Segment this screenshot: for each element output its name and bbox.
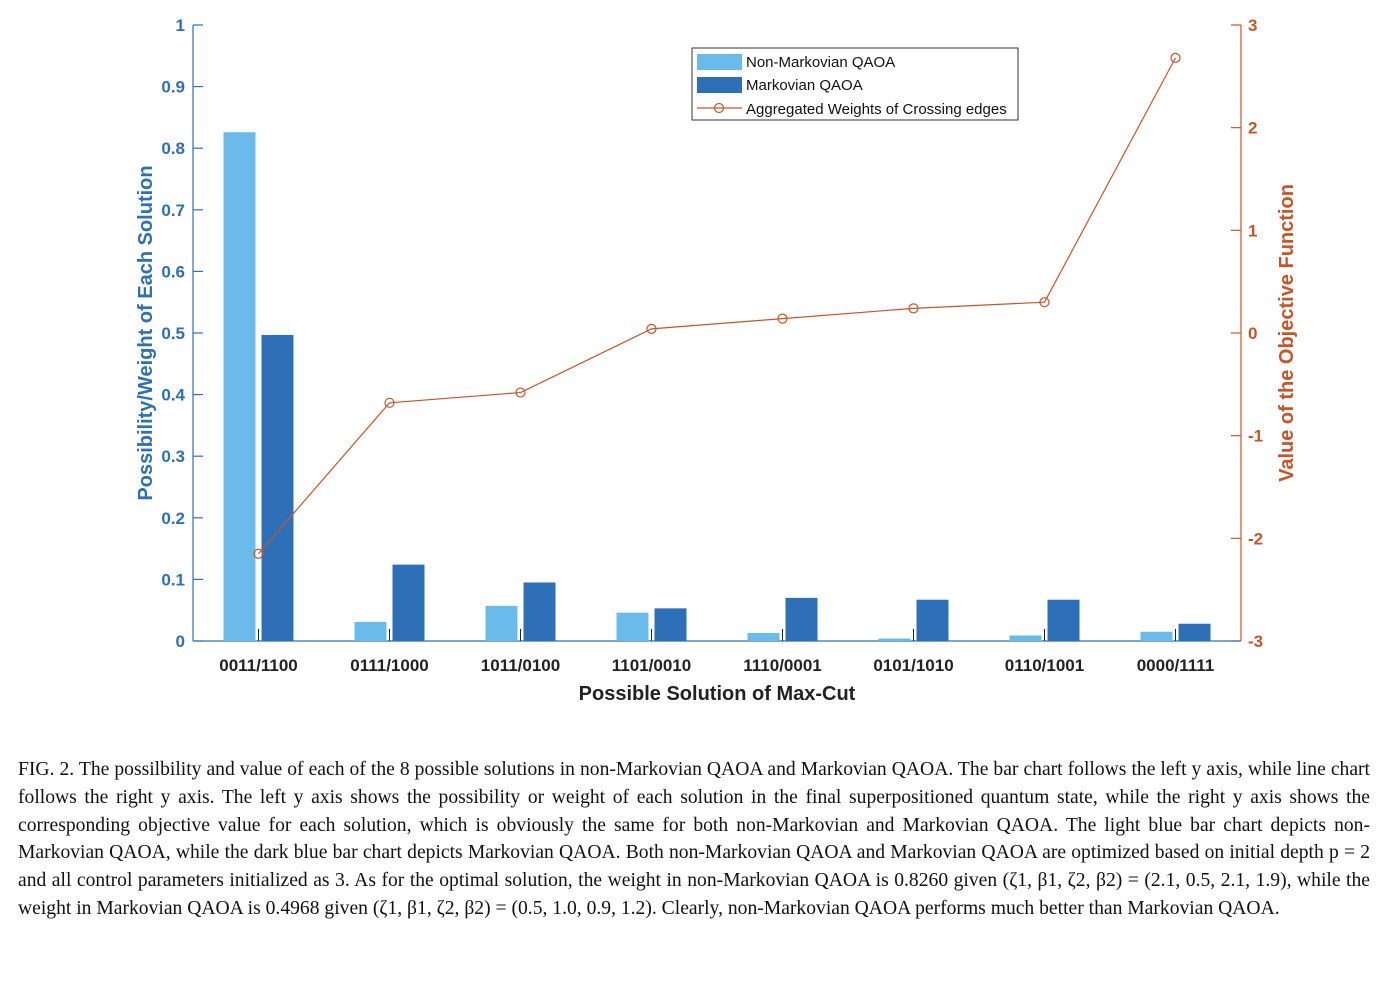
left-tick-label: 0.4	[161, 386, 185, 405]
left-tick-label: 0.5	[161, 324, 185, 343]
bar-non-markovian	[1009, 635, 1042, 641]
left-tick-label: 0.7	[161, 201, 185, 220]
line-point	[777, 313, 788, 324]
x-tick-label: 0110/1001	[1005, 656, 1084, 675]
legend-label-non-markovian: Non-Markovian QAOA	[746, 54, 895, 71]
bar-non-markovian	[616, 612, 649, 641]
x-tick-label: 0000/1111	[1137, 656, 1215, 675]
x-tick-label: 0011/1100	[219, 656, 297, 675]
bar-markovian	[261, 334, 294, 641]
bar-non-markovian	[747, 632, 780, 641]
bar-markovian	[1047, 599, 1080, 641]
objective-line	[258, 57, 1177, 555]
legend-marker-circle	[713, 102, 725, 114]
x-tick-label: 0111/1000	[350, 656, 428, 675]
legend-box	[691, 47, 1019, 121]
line-point	[253, 548, 264, 559]
bar-markovian	[523, 582, 556, 641]
legend-swatch-markovian	[697, 77, 742, 93]
x-tick-label: 0101/1010	[873, 656, 953, 675]
combo-chart: 0 0.1 0.2 0.3 0.4 0.5 0.6 0.7 0.8 0.9 1 -3 -2 -1 0 1 2 3…	[135, 16, 1298, 705]
line-point	[515, 387, 526, 398]
bar-markovian	[1178, 623, 1211, 641]
left-y-axis: 0 0.1 0.2 0.3 0.4 0.5 0.6 0.7 0.8 0.9 1	[161, 16, 203, 651]
legend-label-aggregated-weights: Aggregated Weights of Crossing edges	[746, 101, 1007, 118]
line-point	[646, 323, 657, 334]
line-point	[908, 303, 919, 314]
right-tick-label: 0	[1248, 324, 1257, 343]
x-tick-label: 1110/0001	[743, 656, 821, 675]
line-point	[1170, 52, 1181, 63]
legend: Non-Markovian QAOA Markovian QAOA Aggreg…	[691, 47, 1019, 121]
right-y-axis-title: Value of the Objective Function	[1276, 184, 1298, 482]
line-point	[384, 397, 395, 408]
right-y-axis: -3 -2 -1 0 1 2 3	[1231, 16, 1263, 651]
left-tick-label: 0	[176, 632, 185, 651]
left-tick-label: 0.6	[161, 262, 185, 281]
bar-non-markovian	[878, 638, 911, 641]
bar-markovian	[392, 564, 425, 641]
left-tick-label: 0.2	[161, 509, 185, 528]
bar-markovian	[785, 597, 818, 641]
x-tick-label: 1101/0010	[612, 656, 691, 675]
bar-non-markovian	[223, 132, 256, 641]
bar-markovian	[916, 599, 949, 641]
line-point	[1039, 297, 1050, 308]
x-axis-title: Possible Solution of Max-Cut	[579, 683, 856, 705]
bar-non-markovian	[485, 605, 518, 641]
right-tick-label: -3	[1248, 632, 1263, 651]
bar-non-markovian	[354, 621, 387, 641]
figure-caption: FIG. 2. The possilbility and value of ea…	[18, 759, 1370, 919]
right-tick-label: -1	[1248, 427, 1263, 446]
left-y-axis-title: Possibility/Weight of Each Solution	[135, 165, 157, 500]
right-tick-label: 1	[1248, 221, 1257, 240]
legend-swatch-non-markovian	[697, 54, 742, 70]
x-tick-label: 1011/0100	[481, 656, 560, 675]
right-tick-label: -2	[1248, 529, 1263, 548]
left-tick-label: 1	[176, 16, 185, 35]
right-tick-label: 3	[1248, 16, 1257, 35]
legend-label-markovian: Markovian QAOA	[746, 77, 863, 94]
left-tick-label: 0.8	[161, 139, 185, 158]
left-tick-label: 0.9	[161, 78, 185, 97]
left-tick-label: 0.1	[161, 570, 185, 589]
line-series	[253, 52, 1181, 559]
x-axis: 0011/1100 0111/1000 1011/0100 1101/0010 1110…	[193, 629, 1241, 675]
right-tick-label: 2	[1248, 119, 1257, 138]
bar-non-markovian	[1140, 631, 1173, 641]
bar-markovian	[654, 608, 687, 641]
bar-series	[223, 132, 1211, 641]
left-tick-label: 0.3	[161, 447, 185, 466]
